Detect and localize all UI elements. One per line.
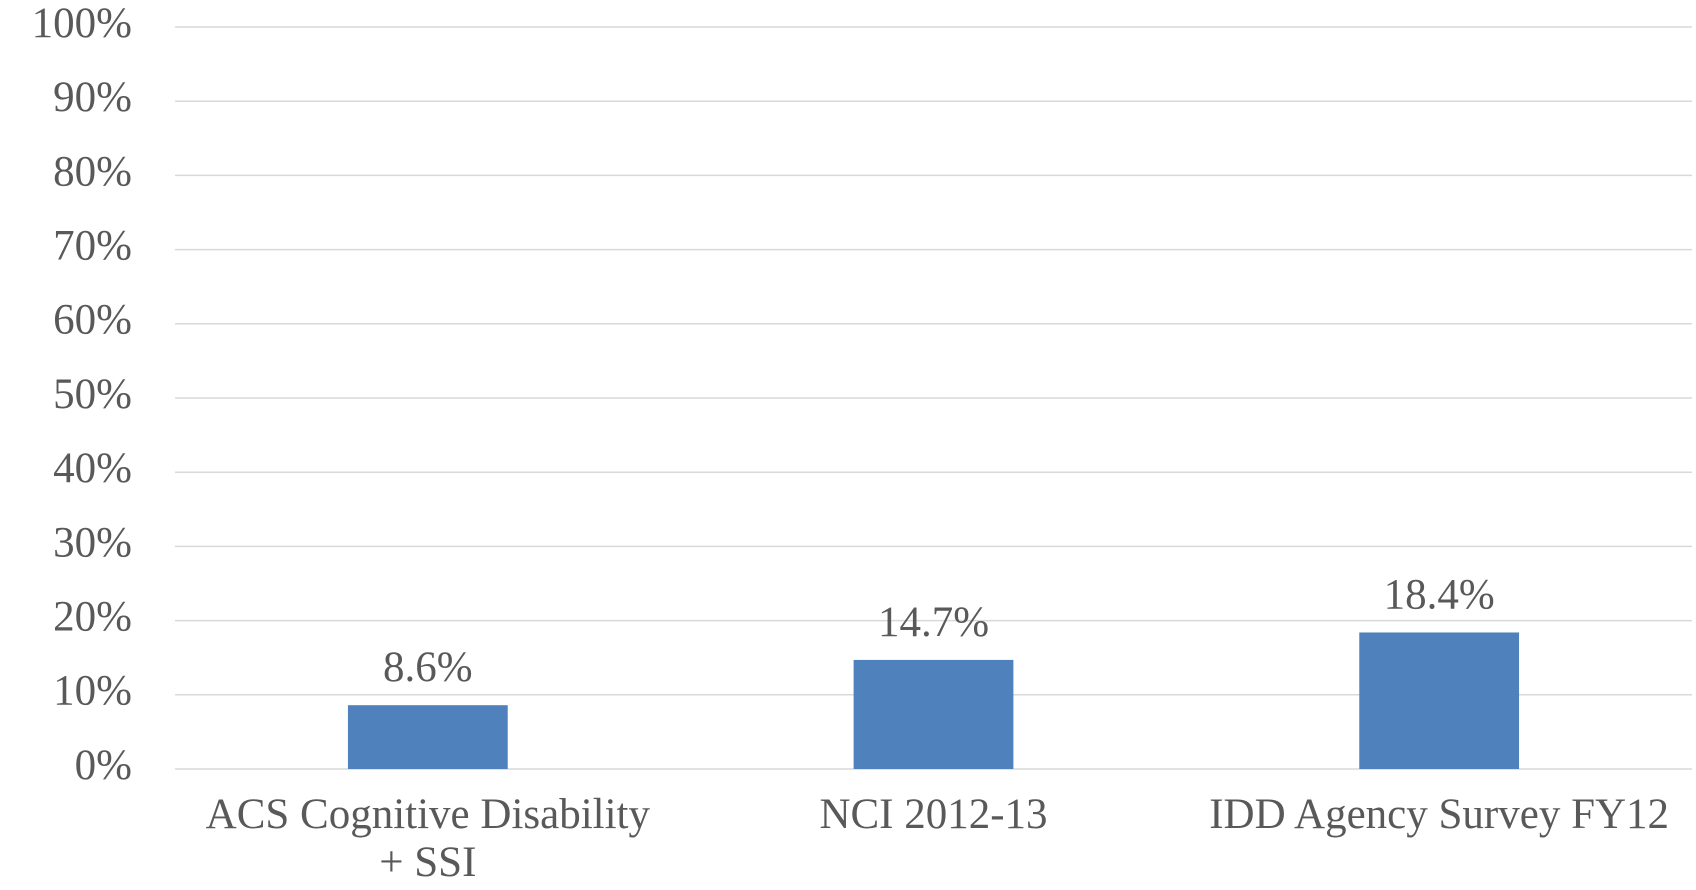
y-tick-label: 0% — [75, 742, 132, 789]
data-label: 8.6% — [383, 644, 473, 691]
y-tick-label: 60% — [53, 297, 132, 344]
y-tick-label: 50% — [53, 371, 132, 418]
y-tick-label: 80% — [53, 148, 132, 195]
x-tick-label: ACS Cognitive Disability + SSI — [205, 791, 651, 886]
bar — [347, 705, 508, 769]
x-tick-label: IDD Agency Survey FY12 — [1209, 791, 1670, 838]
y-tick-label: 70% — [53, 222, 132, 269]
x-tick-label: NCI 2012-13 — [819, 791, 1048, 838]
y-tick-label: 100% — [32, 0, 132, 47]
y-tick-label: 30% — [53, 519, 132, 566]
y-tick-label: 20% — [53, 593, 132, 640]
y-tick-label: 90% — [53, 74, 132, 121]
bar — [853, 659, 1014, 769]
y-tick-label: 40% — [53, 445, 132, 492]
y-tick-label: 10% — [53, 668, 132, 715]
bar — [1359, 632, 1520, 769]
data-label: 14.7% — [878, 599, 989, 646]
data-label: 18.4% — [1384, 571, 1495, 618]
